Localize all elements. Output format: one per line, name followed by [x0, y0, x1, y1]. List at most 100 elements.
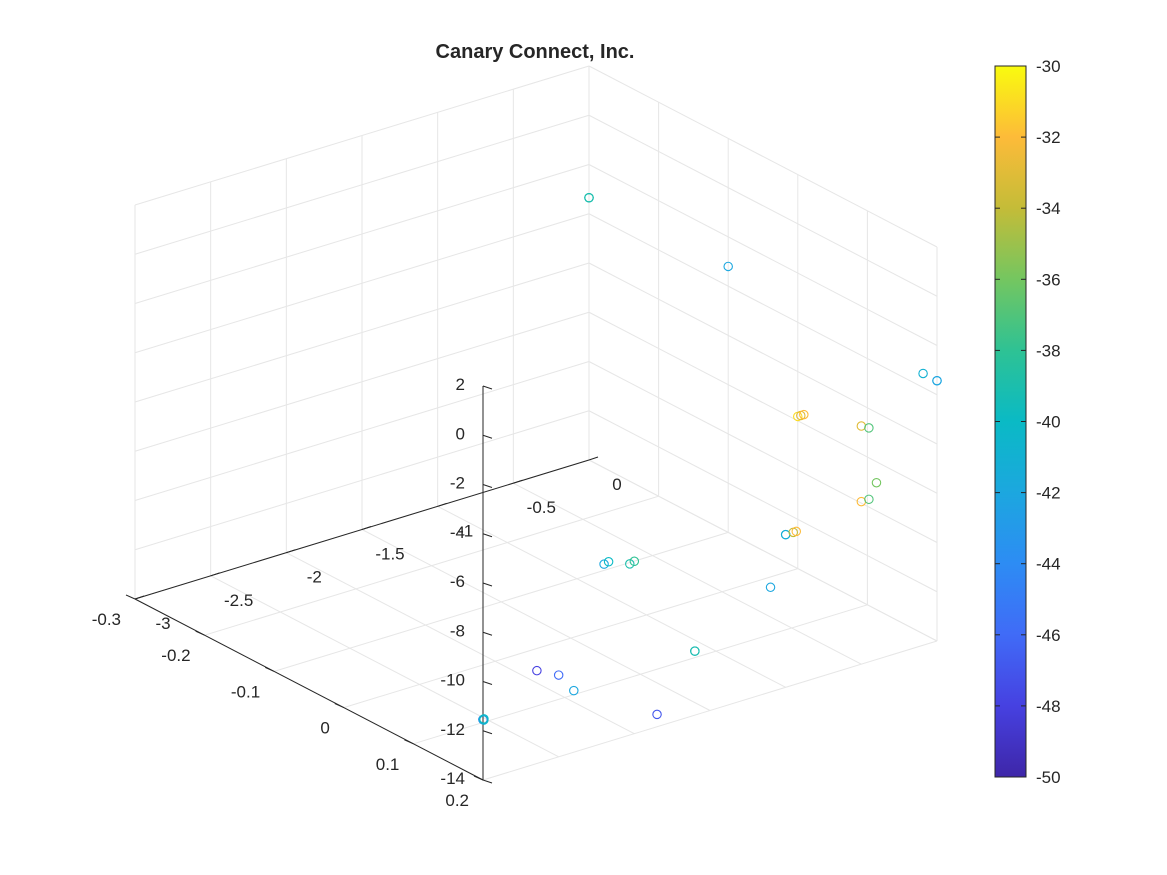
y-tick-label: 0.2	[445, 791, 469, 810]
scatter-point	[625, 559, 635, 569]
colorbar: -50 -48 -46 -44 -42 -40 -38 -36 -34 -32 -30	[994, 57, 1061, 787]
colorbar-bar	[994, 65, 1027, 778]
grid-line	[588, 459, 938, 642]
y-tick-label: -0.3	[92, 610, 121, 629]
scatter-point	[603, 557, 614, 567]
y-tick	[125, 594, 136, 600]
z-tick-label: 2	[456, 375, 465, 394]
z-tick	[482, 779, 493, 784]
colorbar-tick-label: -48	[1036, 697, 1061, 716]
scatter-point	[723, 261, 733, 272]
z-tick-label: -6	[450, 572, 465, 591]
colorbar-tick-label: -30	[1036, 57, 1061, 76]
y-tick-label: -0.1	[231, 682, 260, 701]
grid-line	[274, 531, 729, 672]
z-tick	[482, 730, 493, 735]
scatter-point	[532, 665, 542, 676]
colorbar-tick-label: -50	[1036, 768, 1061, 787]
z-tick	[482, 484, 493, 488]
scatter-point	[932, 375, 942, 386]
grid-line	[134, 361, 590, 501]
scatter-point	[871, 477, 882, 488]
x-tick-label: -1.5	[375, 545, 404, 564]
colorbar-tick-label: -40	[1036, 413, 1061, 432]
grid-line	[588, 164, 938, 346]
x-tick	[134, 595, 145, 600]
y-tick-label: 0	[320, 719, 329, 738]
scatter-point	[918, 368, 928, 379]
grid-line	[134, 114, 590, 255]
grid-line	[134, 65, 590, 206]
z-tick	[482, 434, 493, 439]
grid-line	[513, 482, 862, 665]
z-tick	[482, 385, 493, 390]
grid-line	[134, 262, 590, 403]
grid-line	[437, 505, 786, 688]
grid	[134, 65, 938, 781]
scatter-point	[569, 685, 579, 696]
grid-line	[588, 262, 938, 445]
y-axis-line	[134, 598, 484, 781]
y-tick	[473, 775, 484, 781]
colorbar-tick-label: -42	[1036, 484, 1061, 503]
x-tick-label: -1	[458, 521, 473, 540]
y-tick-label: -0.2	[161, 646, 190, 665]
grid-line	[588, 311, 938, 494]
x-tick	[210, 572, 220, 577]
colorbar-tick-label: -38	[1036, 341, 1061, 360]
axes: -3 -2.5 -2 -1.5 -1 -0.5 0 -0.3 -0.2 -0.1 0 0.1 0.2 -1…	[92, 375, 622, 810]
grid-line	[361, 529, 711, 711]
x-tick	[437, 502, 447, 507]
grid-line	[588, 65, 938, 248]
colorbar-tick-label: -36	[1036, 270, 1061, 289]
x-tick	[361, 526, 372, 530]
y-tick	[334, 703, 345, 709]
colorbar-tick-label: -32	[1036, 128, 1061, 147]
x-tick-label: -2	[307, 568, 322, 587]
z-tick	[482, 533, 493, 538]
z-tick	[482, 681, 493, 685]
scatter-point	[479, 714, 489, 724]
x-tick	[588, 456, 599, 461]
grid-line	[134, 213, 590, 354]
scatter-points	[478, 192, 942, 725]
x-tick-label: 0	[612, 475, 621, 494]
x-tick	[513, 479, 523, 484]
z-tick-label: -12	[440, 720, 465, 739]
z-tick-label: -2	[450, 474, 465, 493]
x-tick	[286, 549, 296, 554]
grid-line	[204, 495, 659, 636]
scatter-point	[690, 646, 700, 656]
grid-line	[588, 410, 938, 593]
z-tick-label: 0	[456, 424, 465, 443]
x-tick-label: -3	[155, 614, 170, 633]
grid-line	[286, 552, 635, 735]
x-tick-label: -0.5	[527, 498, 556, 517]
grid-line	[134, 164, 590, 304]
scatter-point	[652, 709, 662, 720]
scatter-point	[791, 526, 802, 537]
x-tick-label: -2.5	[224, 591, 253, 610]
grid-line	[343, 568, 798, 709]
z-tick-label: -14	[440, 769, 465, 788]
grid-line	[588, 213, 938, 396]
grid-line	[210, 575, 559, 758]
scatter-point	[864, 423, 874, 433]
y-tick	[264, 666, 275, 672]
scatter-point	[864, 494, 874, 505]
z-tick-label: -4	[450, 523, 465, 542]
z-tick-label: -10	[440, 671, 465, 690]
z-tick	[482, 582, 493, 587]
grid-line	[588, 361, 938, 543]
colorbar-tick-label: -34	[1036, 199, 1061, 218]
scatter-point	[599, 559, 609, 569]
scatter-point	[799, 409, 809, 420]
chart-title: Canary Connect, Inc.	[436, 41, 635, 63]
scatter-point	[629, 556, 640, 567]
scatter-point	[553, 670, 564, 680]
y-tick-label: 0.1	[376, 755, 400, 774]
y-tick	[195, 630, 205, 636]
z-tick	[482, 631, 493, 636]
grid-line	[588, 114, 938, 297]
